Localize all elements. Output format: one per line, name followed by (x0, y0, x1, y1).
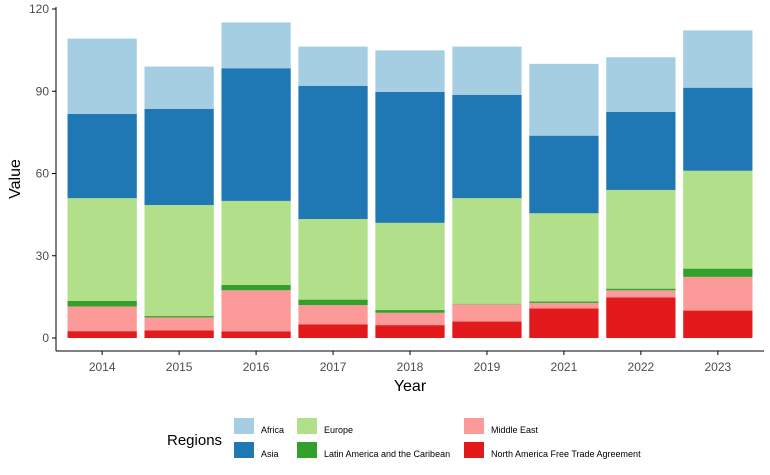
bar-2017-series-2 (298, 299, 368, 306)
legend-label: Latin America and the Caribean (324, 449, 450, 459)
y-axis-title: Value (7, 159, 24, 199)
legend-title: Regions (167, 432, 222, 449)
x-tick-label: 2017 (320, 360, 347, 374)
bar-2023-series-4 (683, 87, 753, 171)
bar-2016-series-4 (221, 68, 291, 201)
bar-2019-series-2 (452, 303, 522, 305)
bar-2014-series-1 (67, 306, 137, 332)
bar-2017-series-4 (298, 85, 368, 220)
bar-2017-series-5 (298, 46, 368, 86)
bar-2023-series-0 (683, 310, 753, 338)
bar-2016-series-3 (221, 200, 291, 285)
bar-2016-series-2 (221, 284, 291, 291)
legend-label: North America Free Trade Agreement (491, 449, 641, 459)
bar-2015-series-2 (144, 316, 214, 318)
bar-2016-series-0 (221, 331, 291, 338)
legend: Regions Africa Asia Europe Latin America an… (167, 418, 641, 459)
bar-2022-series-5 (606, 57, 676, 112)
y-tick-label: 90 (36, 84, 50, 98)
x-tick-label: 2014 (89, 360, 116, 374)
bar-2014-series-0 (67, 331, 137, 338)
x-tick-label: 2018 (397, 360, 424, 374)
bar-2014-series-2 (67, 300, 137, 307)
x-tick-label: 2021 (551, 360, 578, 374)
bar-2016-series-1 (221, 290, 291, 332)
bar-2015-series-5 (144, 66, 214, 109)
bar-2018-series-0 (375, 325, 445, 338)
bar-2021-series-5 (529, 63, 599, 136)
bar-2014-series-3 (67, 198, 137, 301)
legend-label: Asia (261, 449, 279, 459)
bar-2022-series-2 (606, 288, 676, 291)
y-tick-label: 120 (29, 2, 49, 16)
bar-2017-series-0 (298, 324, 368, 338)
y-tick-label: 0 (42, 331, 49, 345)
x-tick-label: 2023 (704, 360, 731, 374)
x-axis-title: Year (394, 378, 427, 395)
bar-2021-series-3 (529, 213, 599, 302)
bar-2014-series-5 (67, 38, 137, 115)
legend-swatch (464, 442, 484, 458)
bar-2022-series-0 (606, 297, 676, 338)
y-ticks: 0 30 60 90 120 (29, 2, 56, 345)
bar-2019-series-1 (452, 304, 522, 322)
bar-2016-series-5 (221, 22, 291, 69)
bar-2015-series-1 (144, 317, 214, 331)
bar-2023-series-1 (683, 276, 753, 311)
y-tick-label: 30 (36, 249, 50, 263)
bar-2018-series-1 (375, 312, 445, 326)
y-tick-label: 60 (36, 167, 50, 181)
x-tick-label: 2015 (166, 360, 193, 374)
bar-2019-series-5 (452, 46, 522, 95)
legend-swatch (297, 442, 317, 458)
bar-2022-series-4 (606, 111, 676, 190)
bar-2022-series-3 (606, 189, 676, 289)
x-ticks: 2014 2015 2016 2017 2018 2019 2021 2022 2023 (89, 351, 731, 374)
x-tick-label: 2016 (243, 360, 270, 374)
bar-2023-series-2 (683, 268, 753, 277)
bar-2018-series-2 (375, 310, 445, 313)
bar-2018-series-3 (375, 222, 445, 311)
bar-2021-series-0 (529, 308, 599, 338)
legend-label: Africa (261, 425, 284, 435)
x-tick-label: 2019 (474, 360, 501, 374)
bar-2014-series-4 (67, 114, 137, 199)
legend-label: Europe (324, 425, 353, 435)
legend-label: Middle East (491, 425, 539, 435)
bar-2023-series-3 (683, 170, 753, 269)
bar-2015-series-0 (144, 330, 214, 338)
bar-2019-series-3 (452, 198, 522, 304)
bar-2019-series-0 (452, 321, 522, 338)
bar-2021-series-2 (529, 301, 599, 303)
x-tick-label: 2022 (628, 360, 655, 374)
legend-swatch (234, 418, 254, 434)
legend-swatch (297, 418, 317, 434)
bar-2023-series-5 (683, 30, 753, 88)
bar-2017-series-1 (298, 305, 368, 325)
bar-2021-series-4 (529, 135, 599, 214)
legend-swatch (464, 418, 484, 434)
bar-2015-series-3 (144, 205, 214, 317)
bars-layer (67, 22, 753, 338)
bar-2018-series-4 (375, 91, 445, 223)
bar-2019-series-4 (452, 94, 522, 199)
bar-2015-series-4 (144, 108, 214, 206)
bar-2022-series-1 (606, 290, 676, 298)
bar-2021-series-1 (529, 302, 599, 309)
bar-2017-series-3 (298, 219, 368, 300)
bar-2018-series-5 (375, 50, 445, 92)
legend-swatch (234, 442, 254, 458)
